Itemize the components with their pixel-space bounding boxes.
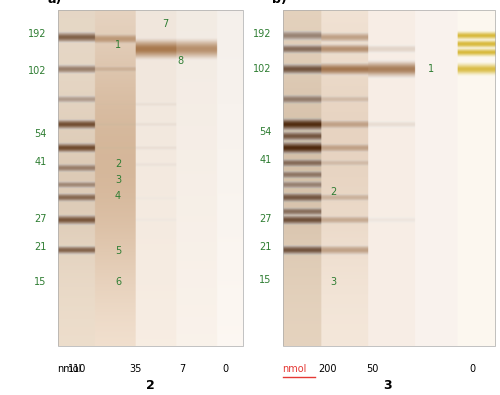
Text: 35: 35 <box>129 364 141 374</box>
Text: 2: 2 <box>330 186 336 197</box>
Text: 27: 27 <box>259 214 272 224</box>
Bar <box>282 10 495 346</box>
Text: 3: 3 <box>383 379 392 391</box>
Text: 3: 3 <box>115 175 121 185</box>
Text: 102: 102 <box>28 66 46 76</box>
Text: 3: 3 <box>330 277 336 288</box>
Text: 2: 2 <box>115 159 121 169</box>
Text: 21: 21 <box>259 242 272 252</box>
Text: 5: 5 <box>115 246 121 256</box>
Text: 8: 8 <box>178 56 184 66</box>
Text: 7: 7 <box>162 19 169 29</box>
Text: 50: 50 <box>366 364 378 374</box>
Text: 1: 1 <box>115 40 121 51</box>
Text: 110: 110 <box>68 364 86 374</box>
Text: 21: 21 <box>34 242 46 252</box>
Text: 192: 192 <box>253 28 272 39</box>
Text: 1: 1 <box>428 64 434 74</box>
Text: 41: 41 <box>34 157 46 167</box>
Text: 2: 2 <box>146 379 154 391</box>
Text: a): a) <box>48 0 62 6</box>
Text: b): b) <box>272 0 287 6</box>
Text: 41: 41 <box>259 155 272 165</box>
Text: 200: 200 <box>318 364 337 374</box>
Text: nmol: nmol <box>282 364 307 374</box>
Text: 102: 102 <box>253 64 272 74</box>
Text: 15: 15 <box>34 277 46 288</box>
Text: 4: 4 <box>115 190 121 201</box>
Text: nmol: nmol <box>58 364 82 374</box>
Text: 7: 7 <box>180 364 186 374</box>
Bar <box>58 10 242 346</box>
Text: 0: 0 <box>470 364 476 374</box>
Text: 6: 6 <box>115 277 121 288</box>
Text: 54: 54 <box>34 129 46 139</box>
Text: 192: 192 <box>28 28 46 39</box>
Text: 15: 15 <box>259 275 272 286</box>
Text: 54: 54 <box>259 127 272 137</box>
Text: 0: 0 <box>222 364 228 374</box>
Text: 27: 27 <box>34 214 46 224</box>
